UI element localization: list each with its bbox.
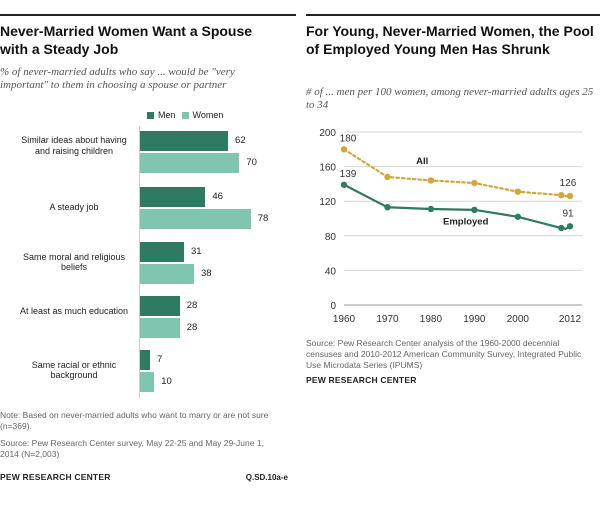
category-label-same-racial-or-ethnic-backgrou: Same racial or ethnic background (31, 359, 117, 381)
x-tick-label-2012: 2012 (559, 314, 582, 325)
point-all-1990 (471, 179, 478, 187)
point-employed-2000 (514, 213, 522, 220)
bar-value-men-0: 62 (235, 135, 246, 146)
right-chart-subtitle: # of ... men per 100 women, among never-… (306, 86, 594, 111)
top-rule (0, 14, 296, 16)
legend-men-label: Men (158, 110, 176, 120)
point-all-2010 (558, 191, 565, 199)
category-label-same-moral-and-religious-belie: Same moral and religious beliefs (22, 251, 126, 273)
y-tick-label-160: 160 (319, 163, 336, 174)
left-brand: PEW RESEARCH CENTER (0, 472, 111, 482)
y-tick-label-120: 120 (319, 197, 336, 208)
point-all-1980 (427, 177, 435, 184)
point-employed-1960 (340, 181, 348, 188)
bar-value-women-0: 70 (246, 157, 257, 168)
data-label-employed-last: 91 (562, 208, 574, 219)
x-tick-label-1970: 1970 (376, 314, 399, 325)
legend: Men Women (147, 110, 223, 120)
category-label-a-steady-job: A steady job (49, 201, 99, 212)
left-note: Note: Based on never-married adults who … (0, 410, 269, 431)
question-code: Q.SD.10a-e (245, 473, 288, 482)
point-employed-2010 (558, 224, 565, 232)
x-tick-label-2000: 2000 (507, 314, 530, 325)
bar-value-men-1: 46 (212, 191, 223, 202)
point-employed-2012 (566, 223, 574, 230)
y-tick-label-80: 80 (325, 232, 337, 243)
x-tick-label-1960: 1960 (333, 314, 356, 325)
series-label-all: All (416, 156, 428, 167)
bar-axis-rule (139, 126, 140, 398)
category-label-at-least-as-much-education: At least as much education (19, 305, 129, 316)
point-all-2012 (566, 192, 574, 200)
left-chart-title: Never-Married Women Want a Spouse with a… (0, 23, 253, 57)
bar-men-2 (140, 242, 185, 262)
y-tick-label-200: 200 (319, 128, 336, 139)
right-brand: PEW RESEARCH CENTER (306, 375, 417, 385)
point-employed-1980 (427, 205, 435, 213)
bar-value-women-4: 10 (161, 376, 172, 387)
y-tick-label-0: 0 (330, 301, 336, 312)
right-panel: For Young, Never-Married Women, the Pool… (306, 0, 600, 508)
point-all-1960 (340, 146, 348, 153)
bar-women-3 (140, 318, 180, 338)
bar-value-men-2: 31 (191, 246, 202, 257)
right-chart-title: For Young, Never-Married Women, the Pool… (306, 23, 594, 57)
bar-men-4 (140, 350, 150, 370)
bar-value-women-1: 78 (257, 213, 269, 224)
bar-women-4 (140, 372, 155, 392)
point-employed-1990 (471, 206, 478, 214)
data-label-employed-first: 139 (340, 169, 357, 180)
bar-men-3 (140, 296, 180, 316)
x-tick-label-1980: 1980 (420, 314, 443, 325)
data-label-all-first: 180 (340, 133, 357, 144)
y-tick-label-40: 40 (325, 266, 337, 277)
bar-women-2 (140, 264, 194, 284)
series-line-all (342, 148, 572, 198)
category-label-similar-ideas-about-having-and: Similar ideas about having and raising c… (21, 135, 127, 156)
top-rule-right (306, 14, 600, 16)
series-label-employed: Employed (443, 217, 489, 228)
right-source: Source: Pew Research Center analysis of … (306, 338, 582, 370)
x-tick-label-1990: 1990 (463, 314, 486, 325)
bar-men-0 (140, 131, 229, 151)
left-panel: Never-Married Women Want a Spouse with a… (0, 0, 296, 508)
point-all-2000 (514, 188, 522, 195)
point-all-1970 (384, 173, 391, 181)
bar-value-men-3: 28 (186, 300, 198, 311)
legend-women-label: Women (192, 110, 224, 120)
bar-value-women-3: 28 (186, 322, 198, 333)
bar-value-women-2: 38 (200, 268, 212, 279)
bar-women-0 (140, 153, 240, 173)
left-chart-subtitle: % of never-married adults who say ... wo… (0, 66, 235, 91)
legend-men-swatch (147, 111, 154, 119)
data-label-all-last: 126 (560, 178, 577, 189)
line-chart: 0 40 80 120 160 200 1960 1970 1980 1990 2000 2012 18… (319, 128, 582, 325)
bar-value-men-4: 7 (156, 354, 163, 365)
bar-men-1 (140, 187, 206, 207)
series-line-employed (343, 183, 571, 231)
legend-women-swatch (181, 111, 189, 119)
point-employed-1970 (384, 204, 391, 211)
bar-women-1 (140, 209, 251, 229)
left-source: Source: Pew Research Center survey, May … (0, 438, 264, 459)
